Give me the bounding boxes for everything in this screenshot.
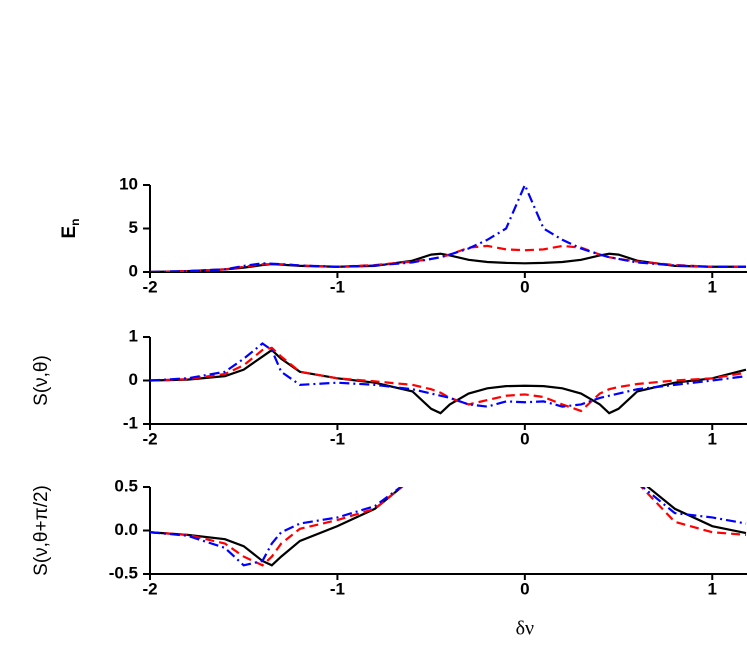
y-tick-label: -0.5: [109, 563, 138, 582]
y-tick-label: 1: [129, 326, 138, 345]
y-axis-label-subscript: n: [68, 218, 82, 225]
x-tick-label: 0: [520, 579, 529, 598]
y-tick-label: -1: [123, 413, 138, 432]
x-tick-label: -2: [142, 277, 157, 296]
x-tick-label: 1: [708, 579, 717, 598]
series-line: [150, 487, 747, 567]
x-tick-label: -2: [142, 429, 157, 448]
x-tick-label: -1: [330, 429, 345, 448]
series-line: [150, 348, 747, 415]
y-tick-label: 5: [129, 218, 138, 237]
x-tick-label: -2: [142, 579, 157, 598]
series-line: [150, 342, 747, 408]
y-tick-label: 0.0: [114, 520, 138, 539]
x-tick-label: -1: [330, 277, 345, 296]
x-tick-label: 1: [708, 277, 717, 296]
series-line: [150, 185, 746, 272]
y-tick-label: 0: [129, 370, 138, 389]
series-line: [150, 487, 747, 567]
y-axis-label: S(ν,θ): [31, 355, 52, 406]
y-axis-label: En: [59, 218, 82, 238]
y-axis-label-main: E: [59, 226, 80, 239]
series-line: [150, 487, 747, 567]
x-tick-label: 0: [520, 429, 529, 448]
x-axis-label: δν: [516, 618, 534, 640]
y-tick-label: 0.5: [114, 476, 138, 495]
x-tick-label: -1: [330, 579, 345, 598]
y-tick-label: 10: [119, 174, 138, 193]
series-line: [150, 346, 747, 413]
x-tick-label: 1: [708, 429, 717, 448]
y-tick-label: 0: [129, 261, 138, 280]
series-line: [150, 244, 746, 272]
x-tick-label: 0: [520, 277, 529, 296]
y-axis-label: S(ν,θ+π/2): [31, 485, 52, 576]
